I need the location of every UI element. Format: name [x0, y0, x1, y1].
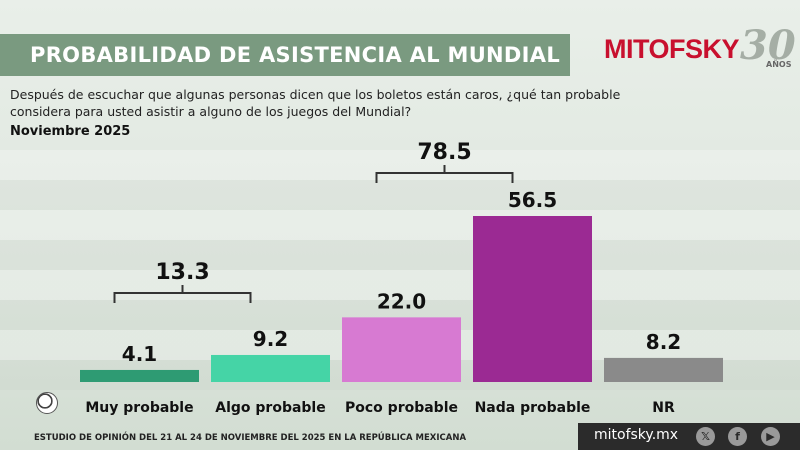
title-banner: PROBABILIDAD DE ASISTENCIA AL MUNDIAL: [0, 34, 570, 76]
soccer-ball-icon: [36, 392, 58, 414]
category-label: NR: [652, 400, 675, 416]
logo-text: MITOFSKY: [604, 34, 740, 64]
footer-bar: mitofsky.mx 𝕏 f ▶: [578, 423, 800, 450]
x-icon[interactable]: 𝕏: [696, 427, 715, 446]
footer-note: ESTUDIO DE OPINIÓN DEL 21 AL 24 DE NOVIE…: [34, 433, 467, 443]
bar-muy-probable: [80, 369, 199, 382]
bar-nr: [604, 357, 723, 382]
category-label: Poco probable: [345, 400, 458, 416]
bar-algo-probable: [211, 354, 330, 382]
survey-date: Noviembre 2025: [10, 124, 131, 139]
facebook-icon[interactable]: f: [728, 427, 747, 446]
category-label: Algo probable: [215, 400, 325, 416]
group-total-label: 78.5: [417, 140, 471, 165]
youtube-icon[interactable]: ▶: [761, 427, 780, 446]
bar-value-label: 9.2: [253, 327, 288, 351]
group-bracket: [375, 165, 514, 183]
bar-poco-probable: [342, 317, 461, 382]
logo-anniversary: 30: [740, 22, 796, 69]
footer-url[interactable]: mitofsky.mx: [594, 427, 679, 443]
mitofsky-logo: MITOFSKY 30 AÑOS: [604, 22, 796, 74]
bar-nada-probable: [473, 216, 592, 382]
category-label: Nada probable: [475, 400, 591, 416]
page-title: PROBABILIDAD DE ASISTENCIA AL MUNDIAL: [30, 43, 560, 67]
bar-value-label: 22.0: [377, 289, 426, 313]
survey-question: Después de escuchar que algunas personas…: [10, 87, 621, 119]
bar-value-label: 8.2: [646, 330, 681, 354]
bar-value-label: 56.5: [508, 188, 557, 212]
group-bracket: [113, 285, 252, 303]
bar-value-label: 4.1: [122, 342, 157, 366]
category-label: Muy probable: [85, 400, 193, 416]
group-total-label: 13.3: [155, 260, 209, 285]
logo-anniversary-sub: AÑOS: [766, 60, 792, 69]
